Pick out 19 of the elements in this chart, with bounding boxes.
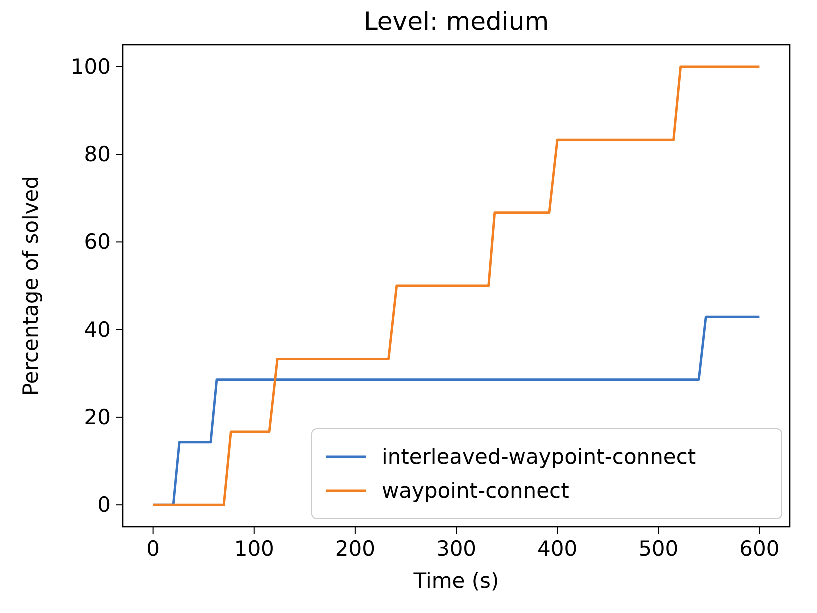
x-tick-label: 200 — [335, 537, 376, 561]
y-tick-label: 0 — [98, 493, 111, 518]
y-tick-label: 20 — [84, 405, 111, 430]
x-tick-label: 600 — [740, 537, 780, 561]
x-tick-label: 0 — [146, 537, 160, 561]
y-tick-label: 80 — [84, 142, 111, 167]
chart-title: Level: medium — [364, 7, 550, 36]
legend-label: interleaved-waypoint-connect — [382, 445, 696, 469]
x-tick-label: 300 — [436, 537, 477, 561]
y-tick-label: 60 — [84, 230, 111, 254]
line-series — [152, 66, 761, 506]
x-tick-label: 400 — [538, 537, 578, 561]
y-axis-title: Percentage of solved — [19, 176, 43, 396]
y-tick-label: 40 — [84, 318, 111, 342]
x-tick-label: 500 — [638, 537, 679, 561]
legend-label: waypoint-connect — [382, 479, 570, 503]
x-tick-label: 100 — [234, 537, 274, 561]
y-tick-label: 100 — [70, 54, 111, 79]
x-axis-title: Time (s) — [412, 569, 500, 593]
